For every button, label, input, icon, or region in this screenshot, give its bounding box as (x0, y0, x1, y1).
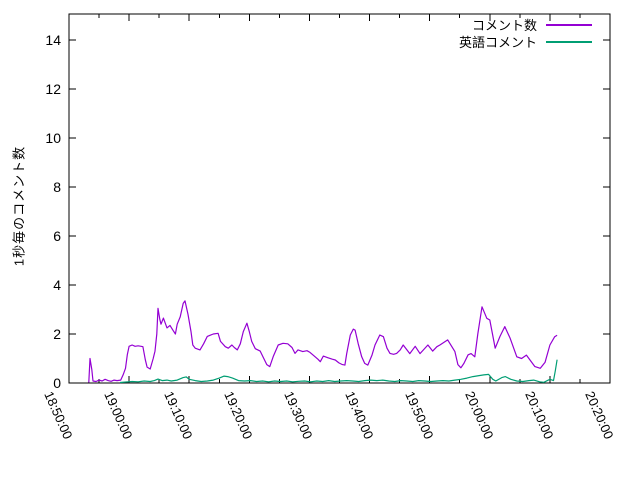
series-line-0 (88, 300, 558, 383)
y-tick-label: 10 (45, 130, 61, 146)
y-tick-label: 4 (53, 277, 61, 293)
legend: コメント数英語コメント (447, 16, 592, 50)
legend-label: コメント数 (471, 18, 537, 33)
series-line-1 (120, 359, 558, 384)
y-tick-label: 8 (53, 179, 61, 195)
y-tick-label: 12 (45, 81, 61, 97)
legend-label: 英語コメント (458, 35, 537, 50)
y-tick-label: 0 (53, 375, 61, 391)
legend-row: 英語コメント (447, 33, 592, 50)
legend-line-sample (546, 40, 592, 43)
legend-row: コメント数 (447, 16, 592, 33)
y-axis-title: 1秒毎のコメント数 (11, 145, 27, 267)
y-tick-label: 14 (45, 32, 61, 48)
plot-border (68, 13, 611, 384)
legend-line-sample (546, 23, 592, 26)
y-tick-label: 6 (53, 228, 61, 244)
y-tick-label: 2 (53, 326, 61, 342)
